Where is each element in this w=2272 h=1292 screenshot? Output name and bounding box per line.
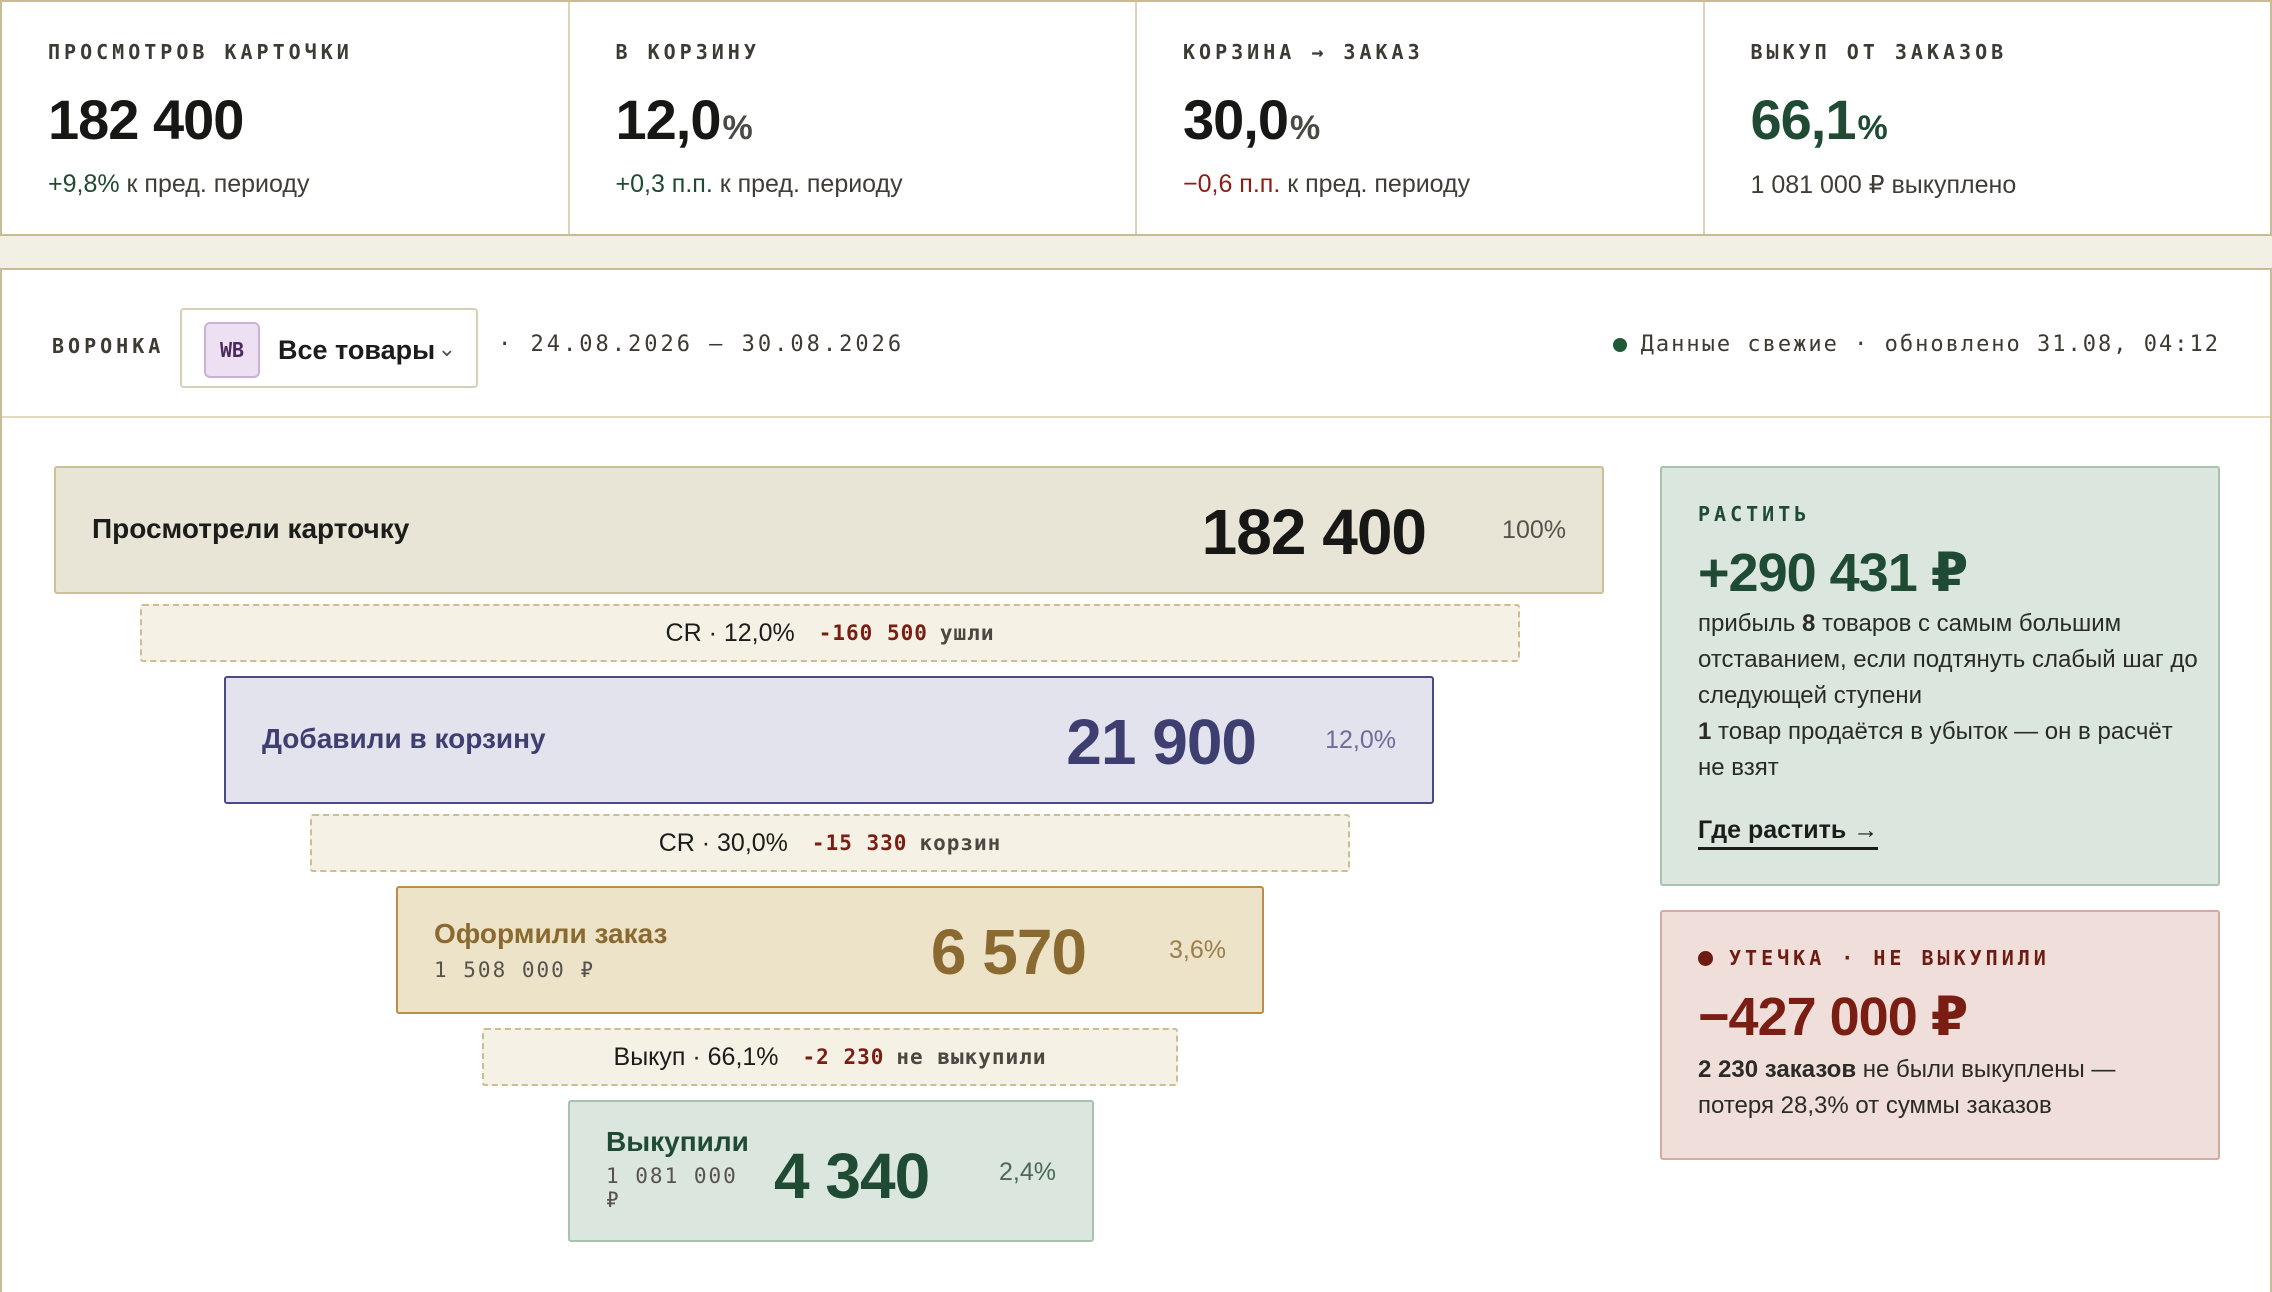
data-status-text: Данные свежие · обновлено 31.08, 04:12 (1640, 332, 2220, 357)
stage-sub: 1 081 000 ₽ (606, 1164, 738, 1212)
gap-loss: -160 500 (818, 621, 928, 645)
status-dot-icon (1612, 337, 1627, 352)
leak-card-text: 2 230 заказов не были выкуплены — потеря… (1698, 1056, 2116, 1119)
funnel-gap-buyout: Выкуп · 66,1% -2 230 не выкупили (482, 1028, 1178, 1086)
kpi-value: 30,0% (1183, 88, 1320, 151)
data-status: Данные свежие · обновлено 31.08, 04:12 (1612, 332, 2220, 357)
funnel-title: ВОРОНКА (52, 334, 165, 358)
leak-card-label: УТЕЧКА · НЕ ВЫКУПИЛИ (1698, 946, 2050, 970)
stage-name: Просмотрели карточку (92, 513, 410, 544)
stage-value: 182 400 (1201, 496, 1427, 568)
funnel-stage-cart[interactable]: Добавили в корзину 21 900 12,0% (224, 676, 1434, 804)
gap-loss: -2 230 (802, 1045, 885, 1069)
funnel-stage-order[interactable]: Оформили заказ 1 508 000 ₽ 6 570 3,6% (396, 886, 1264, 1014)
kpi-value: 12,0% (615, 88, 753, 151)
funnel-gap-order: CR · 30,0% -15 330 корзин (310, 814, 1350, 872)
period-range: · 24.08.2026 — 30.08.2026 (498, 332, 905, 357)
funnel-header: ВОРОНКА WB Все товары ⌄ · 24.08.2026 — 3… (2, 270, 2270, 418)
funnel-stage-buyout[interactable]: Выкупили 1 081 000 ₽ 4 340 2,4% (568, 1100, 1094, 1242)
grow-card-label: РАСТИТЬ (1698, 502, 1811, 526)
product-select[interactable]: WB Все товары ⌄ (180, 308, 478, 388)
kpi-label: ВЫКУП ОТ ЗАКАЗОВ (1750, 40, 2008, 64)
kpi-label: В КОРЗИНУ (615, 40, 760, 64)
funnel-stage-views[interactable]: Просмотрели карточку 182 400 100% (54, 466, 1604, 594)
grow-card: РАСТИТЬ +290 431 ₽ прибыль 8 товаров с с… (1660, 466, 2220, 886)
stage-percent: 3,6% (1169, 936, 1226, 964)
grow-card-text: прибыль 8 товаров с самым большим отстав… (1698, 610, 2198, 781)
funnel-panel: ВОРОНКА WB Все товары ⌄ · 24.08.2026 — 3… (0, 268, 2272, 1292)
kpi-card-cart-to-order: КОРЗИНА → ЗАКАЗ 30,0% −0,6 п.п. к пред. … (1137, 2, 1705, 234)
stage-percent: 12,0% (1325, 726, 1396, 754)
kpi-label: ПРОСМОТРОВ КАРТОЧКИ (48, 40, 353, 64)
marketplace-badge: WB (204, 322, 260, 378)
gap-loss: -15 330 (811, 831, 908, 855)
gap-loss-label: корзин (919, 831, 1002, 855)
gap-rate: CR · 12,0% (665, 618, 795, 647)
kpi-card-cart: В КОРЗИНУ 12,0% +0,3 п.п. к пред. период… (570, 2, 1137, 234)
alert-dot-icon (1698, 950, 1713, 966)
kpi-value: 66,1% (1750, 88, 1888, 151)
stage-value: 4 340 (774, 1140, 930, 1212)
stage-percent: 2,4% (999, 1158, 1056, 1186)
kpi-delta: +9,8% к пред. периоду (48, 170, 310, 198)
stage-name: Оформили заказ (434, 918, 668, 949)
kpi-strip: ПРОСМОТРОВ КАРТОЧКИ 182 400 +9,8% к пред… (0, 0, 2272, 236)
grow-card-amount: +290 431 ₽ (1698, 543, 1968, 603)
stage-sub: 1 508 000 ₽ (434, 958, 596, 982)
stage-percent: 100% (1502, 516, 1566, 544)
stage-name: Добавили в корзину (262, 723, 546, 754)
stage-name: Выкупили (606, 1126, 749, 1157)
kpi-label: КОРЗИНА → ЗАКАЗ (1183, 40, 1424, 64)
stage-value: 6 570 (930, 916, 1087, 988)
gap-loss-label: ушли (939, 621, 995, 645)
leak-card: УТЕЧКА · НЕ ВЫКУПИЛИ −427 000 ₽ 2 230 за… (1660, 910, 2220, 1160)
chevron-down-icon: ⌄ (437, 336, 456, 361)
gap-rate: CR · 30,0% (658, 828, 788, 857)
funnel-gap-cart: CR · 12,0% -160 500 ушли (140, 604, 1520, 662)
kpi-card-buyout: ВЫКУП ОТ ЗАКАЗОВ 66,1% 1 081 000 ₽ выкуп… (1705, 2, 2271, 234)
kpi-delta: +0,3 п.п. к пред. периоду (615, 170, 903, 198)
leak-card-amount: −427 000 ₽ (1698, 987, 1968, 1047)
where-to-grow-link[interactable]: Где растить → (1698, 816, 1879, 850)
product-select-value: Все товары (278, 335, 436, 365)
kpi-value: 182 400 (48, 88, 244, 151)
stage-value: 21 900 (1066, 706, 1257, 778)
gap-rate: Выкуп · 66,1% (613, 1042, 779, 1071)
kpi-card-views: ПРОСМОТРОВ КАРТОЧКИ 182 400 +9,8% к пред… (2, 2, 570, 234)
kpi-delta: 1 081 000 ₽ выкуплено (1750, 171, 2017, 199)
kpi-delta: −0,6 п.п. к пред. периоду (1183, 170, 1471, 198)
gap-loss-label: не выкупили (896, 1045, 1047, 1069)
